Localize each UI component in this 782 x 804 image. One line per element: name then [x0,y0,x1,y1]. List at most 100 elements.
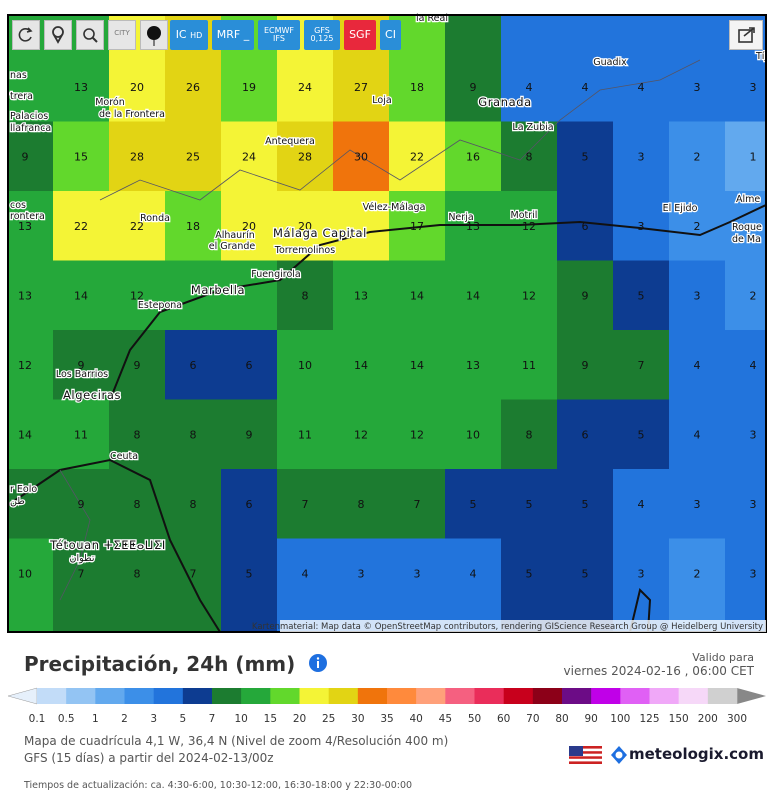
legend-swatch [212,688,242,704]
grid-cell [557,330,613,400]
place-label: el Grande [209,241,256,252]
grid-cell [445,330,501,400]
model-button[interactable]: GFS 0,125 [304,20,340,50]
grid-cell [277,191,333,261]
zoom-button[interactable] [76,20,104,50]
grid-value: 8 [526,429,533,442]
grid-value: 11 [298,429,312,442]
grid-cell [389,330,445,400]
grid-cell [165,399,221,470]
attribution: Kartenmaterial: Map data © OpenStreetMap… [252,622,763,632]
grid-value: 6 [246,359,253,372]
legend-swatch [270,688,300,704]
flag-icon[interactable] [569,746,602,764]
place-label: Morón [95,97,125,108]
grid-cell [501,469,557,539]
place-label: de Ma [732,234,761,245]
legend-label: 50 [468,713,481,725]
valid-label: Valido para [692,651,754,664]
product-title: Precipitación, 24h (mm) [24,652,296,676]
grid-value: 22 [130,220,144,233]
grid-cell [557,469,613,539]
grid-cell [389,538,445,632]
grid-value: 24 [298,81,312,94]
city-button[interactable]: CITY [108,20,136,50]
place-label: Nerja [448,212,473,223]
model-button[interactable]: SGF [344,20,376,50]
grid-cell [613,399,669,470]
grid-cell [669,260,725,331]
legend-label: 200 [698,713,718,725]
model-button[interactable]: ECMWF IFS [258,20,300,50]
grid-value: 8 [134,498,141,511]
model-info: GFS (15 días) a partir del 2024-02-13/00… [24,751,274,765]
grid-cell [557,121,613,192]
model-button[interactable]: CI [380,20,401,50]
map: 13 20 26 19 24 27 18 9 4 4 4 3 39 15 28 25 24 28 30 22 16 8 5 3… [7,12,768,633]
grid-cell [109,121,165,192]
legend-swatch [66,688,96,704]
share-button[interactable] [729,20,763,50]
place-label: Loja [372,95,391,106]
legend-label: 125 [639,713,659,725]
legend-label: 30 [351,713,364,725]
grid-value: 4 [750,359,757,372]
place-label: Guadix [593,57,627,68]
grid-value: 8 [302,290,309,303]
grid-cell [445,121,501,192]
grid-value: 4 [302,568,309,581]
place-label: La Zubia [512,122,553,133]
legend-swatch [591,688,621,704]
legend-swatch [241,688,271,704]
grid-value: 22 [74,220,88,233]
model-button[interactable]: IC HD [170,20,208,50]
location-button[interactable] [44,20,72,50]
grid-cell [389,469,445,539]
place-label: Antequera [265,136,315,147]
grid-cell [613,15,669,122]
brand-icon [611,746,627,764]
grid-value: 4 [582,81,589,94]
grid-value: 7 [302,498,309,511]
grid-value: 8 [358,498,365,511]
grid-value: 3 [750,568,757,581]
legend-label: 7 [209,713,216,725]
model-button[interactable]: MRF _ [212,20,254,50]
grid-value: 5 [582,568,589,581]
grid-cell [725,330,766,400]
legend-label: 10 [234,713,247,725]
grid-cell [277,260,333,331]
grid-cell [165,469,221,539]
grid-value: 13 [18,290,32,303]
grid-cell [53,330,109,400]
grid-cell [669,15,725,122]
marker-button[interactable] [140,20,168,50]
grid-value: 14 [74,290,88,303]
place-label: llafranca [10,123,51,134]
grid-cell [221,260,277,331]
grid-cell [613,538,669,632]
grid-value: 7 [414,498,421,511]
place-label: Motril [511,210,538,221]
grid-value: 9 [582,290,589,303]
button-sub: 0,125 [310,34,334,43]
place-label: Alme [736,194,760,205]
place-label: Tétouan ⵜⵉⵟⵟⴰⵡⵉⵏ [49,538,166,552]
grid-cell [557,15,613,122]
grid-value: 4 [694,429,701,442]
grid-cell [445,260,501,331]
brand[interactable]: meteologix.com [629,745,764,763]
grid-value: 9 [470,81,477,94]
legend-swatch [95,688,125,704]
grid-cell [333,330,389,400]
grid-value: 3 [750,429,757,442]
refresh-button[interactable] [12,20,40,50]
grid-value: 12 [410,429,424,442]
place-label: Fuengirola [251,269,300,280]
grid-cell [613,469,669,539]
grid-value: 3 [414,568,421,581]
grid-cell [333,191,389,261]
info-icon[interactable] [308,653,328,673]
legend-arrow-right [737,688,766,704]
grid-cell [389,399,445,470]
